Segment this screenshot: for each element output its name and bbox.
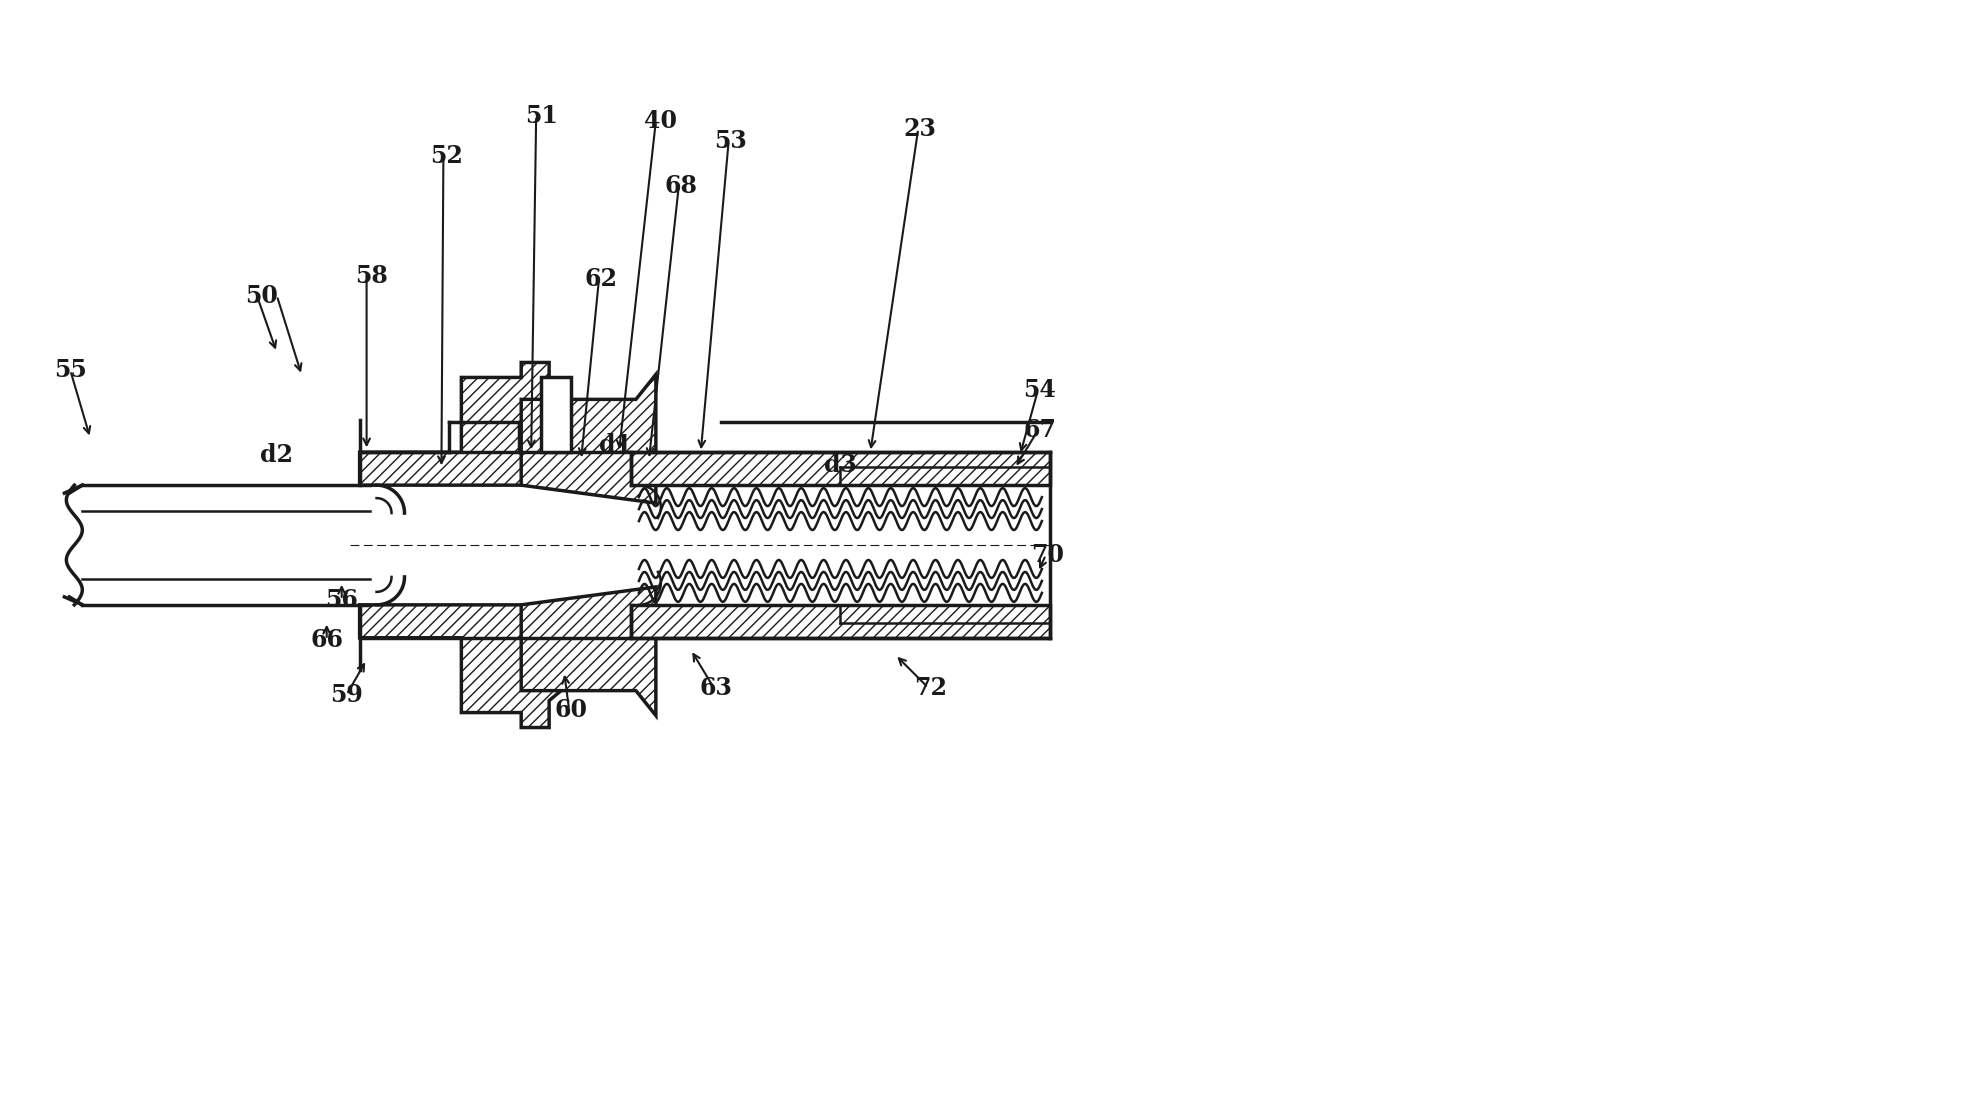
Text: 56: 56	[326, 588, 358, 612]
Text: 60: 60	[555, 697, 588, 721]
Polygon shape	[630, 604, 1050, 638]
Text: 72: 72	[914, 675, 946, 700]
Text: d1: d1	[600, 433, 632, 457]
Text: 62: 62	[584, 267, 618, 291]
Text: 70: 70	[1032, 543, 1064, 567]
Polygon shape	[360, 363, 561, 485]
Text: 40: 40	[644, 109, 678, 133]
Text: 51: 51	[525, 104, 557, 128]
Text: 68: 68	[664, 174, 698, 198]
Text: 63: 63	[700, 675, 732, 700]
Text: 66: 66	[310, 627, 344, 651]
Text: 23: 23	[905, 117, 936, 141]
Text: 67: 67	[1024, 419, 1056, 443]
Text: 53: 53	[714, 129, 747, 153]
Text: d3: d3	[823, 454, 857, 478]
Bar	[541, 377, 571, 453]
Polygon shape	[360, 604, 561, 728]
Polygon shape	[630, 453, 1050, 485]
Text: d2: d2	[260, 444, 294, 467]
Text: 52: 52	[429, 144, 463, 168]
Text: 55: 55	[54, 359, 87, 383]
Text: 59: 59	[330, 683, 364, 706]
Text: 58: 58	[356, 263, 388, 287]
Polygon shape	[521, 587, 656, 716]
Text: 50: 50	[245, 284, 278, 307]
Polygon shape	[521, 375, 656, 503]
Text: 54: 54	[1024, 378, 1056, 402]
